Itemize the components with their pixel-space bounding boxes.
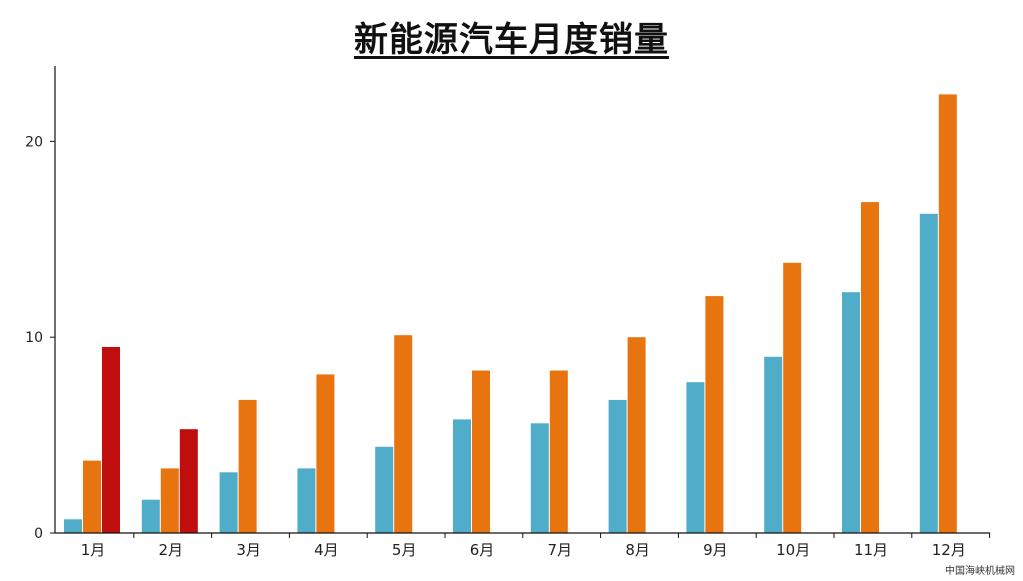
x-category-label-10: 10月 xyxy=(776,541,810,559)
bar-5-series-1 xyxy=(375,446,394,533)
bar-8-series-2 xyxy=(627,337,646,533)
bar-9-series-1 xyxy=(686,382,705,533)
bar-2-series-3 xyxy=(179,429,198,533)
bar-1-series-2 xyxy=(83,460,101,533)
bar-11-series-1 xyxy=(842,292,860,533)
bar-11-series-2 xyxy=(861,202,879,533)
y-tick-label-10: 10 xyxy=(25,330,43,346)
bar-9-series-2 xyxy=(705,296,724,533)
bar-6-series-1 xyxy=(453,419,471,533)
x-category-label-8: 8月 xyxy=(625,541,650,559)
bar-3-series-1 xyxy=(219,472,238,533)
bar-2-series-1 xyxy=(141,499,160,533)
y-tick-label-0: 0 xyxy=(34,526,43,542)
x-category-label-2: 2月 xyxy=(159,541,184,559)
bar-10-series-2 xyxy=(783,262,802,533)
x-category-label-6: 6月 xyxy=(470,541,495,559)
bar-4-series-2 xyxy=(316,374,335,533)
bar-12-series-2 xyxy=(938,94,957,534)
x-category-label-11: 11月 xyxy=(854,541,888,559)
x-category-label-1: 1月 xyxy=(81,541,106,559)
watermark: 中国海峡机械网 xyxy=(945,566,1015,577)
bar-3-series-2 xyxy=(238,399,257,533)
bar-12-series-1 xyxy=(919,213,938,534)
bar-6-series-2 xyxy=(472,370,490,533)
x-category-label-7: 7月 xyxy=(548,541,573,559)
x-category-label-9: 9月 xyxy=(703,541,728,559)
chart-title: 新能源汽车月度销量 xyxy=(354,20,669,60)
y-tick-label-20: 20 xyxy=(25,134,43,150)
bar-1-series-1 xyxy=(64,519,82,533)
x-category-label-4: 4月 xyxy=(314,541,339,559)
bar-7-series-2 xyxy=(549,370,568,533)
bar-4-series-1 xyxy=(297,468,316,533)
x-category-label-12: 12月 xyxy=(932,541,966,559)
bar-7-series-1 xyxy=(530,423,549,533)
bar-2-series-2 xyxy=(160,468,179,533)
bar-5-series-2 xyxy=(394,335,413,533)
axes-layer: 0 10 20 1月 2月 3月 4月 5月 6月 7月 8月 9月 10月 11月 12月 xyxy=(25,66,991,559)
bar-1-series-3 xyxy=(102,347,120,533)
x-category-label-5: 5月 xyxy=(392,541,417,559)
bar-8-series-1 xyxy=(608,399,627,533)
x-category-label-3: 3月 xyxy=(236,541,261,559)
bars-layer xyxy=(64,94,957,534)
bar-10-series-1 xyxy=(764,356,783,533)
